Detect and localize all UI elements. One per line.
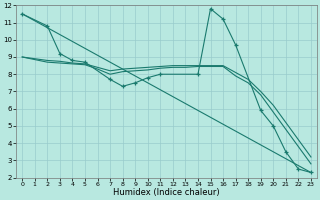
X-axis label: Humidex (Indice chaleur): Humidex (Indice chaleur) (113, 188, 220, 197)
